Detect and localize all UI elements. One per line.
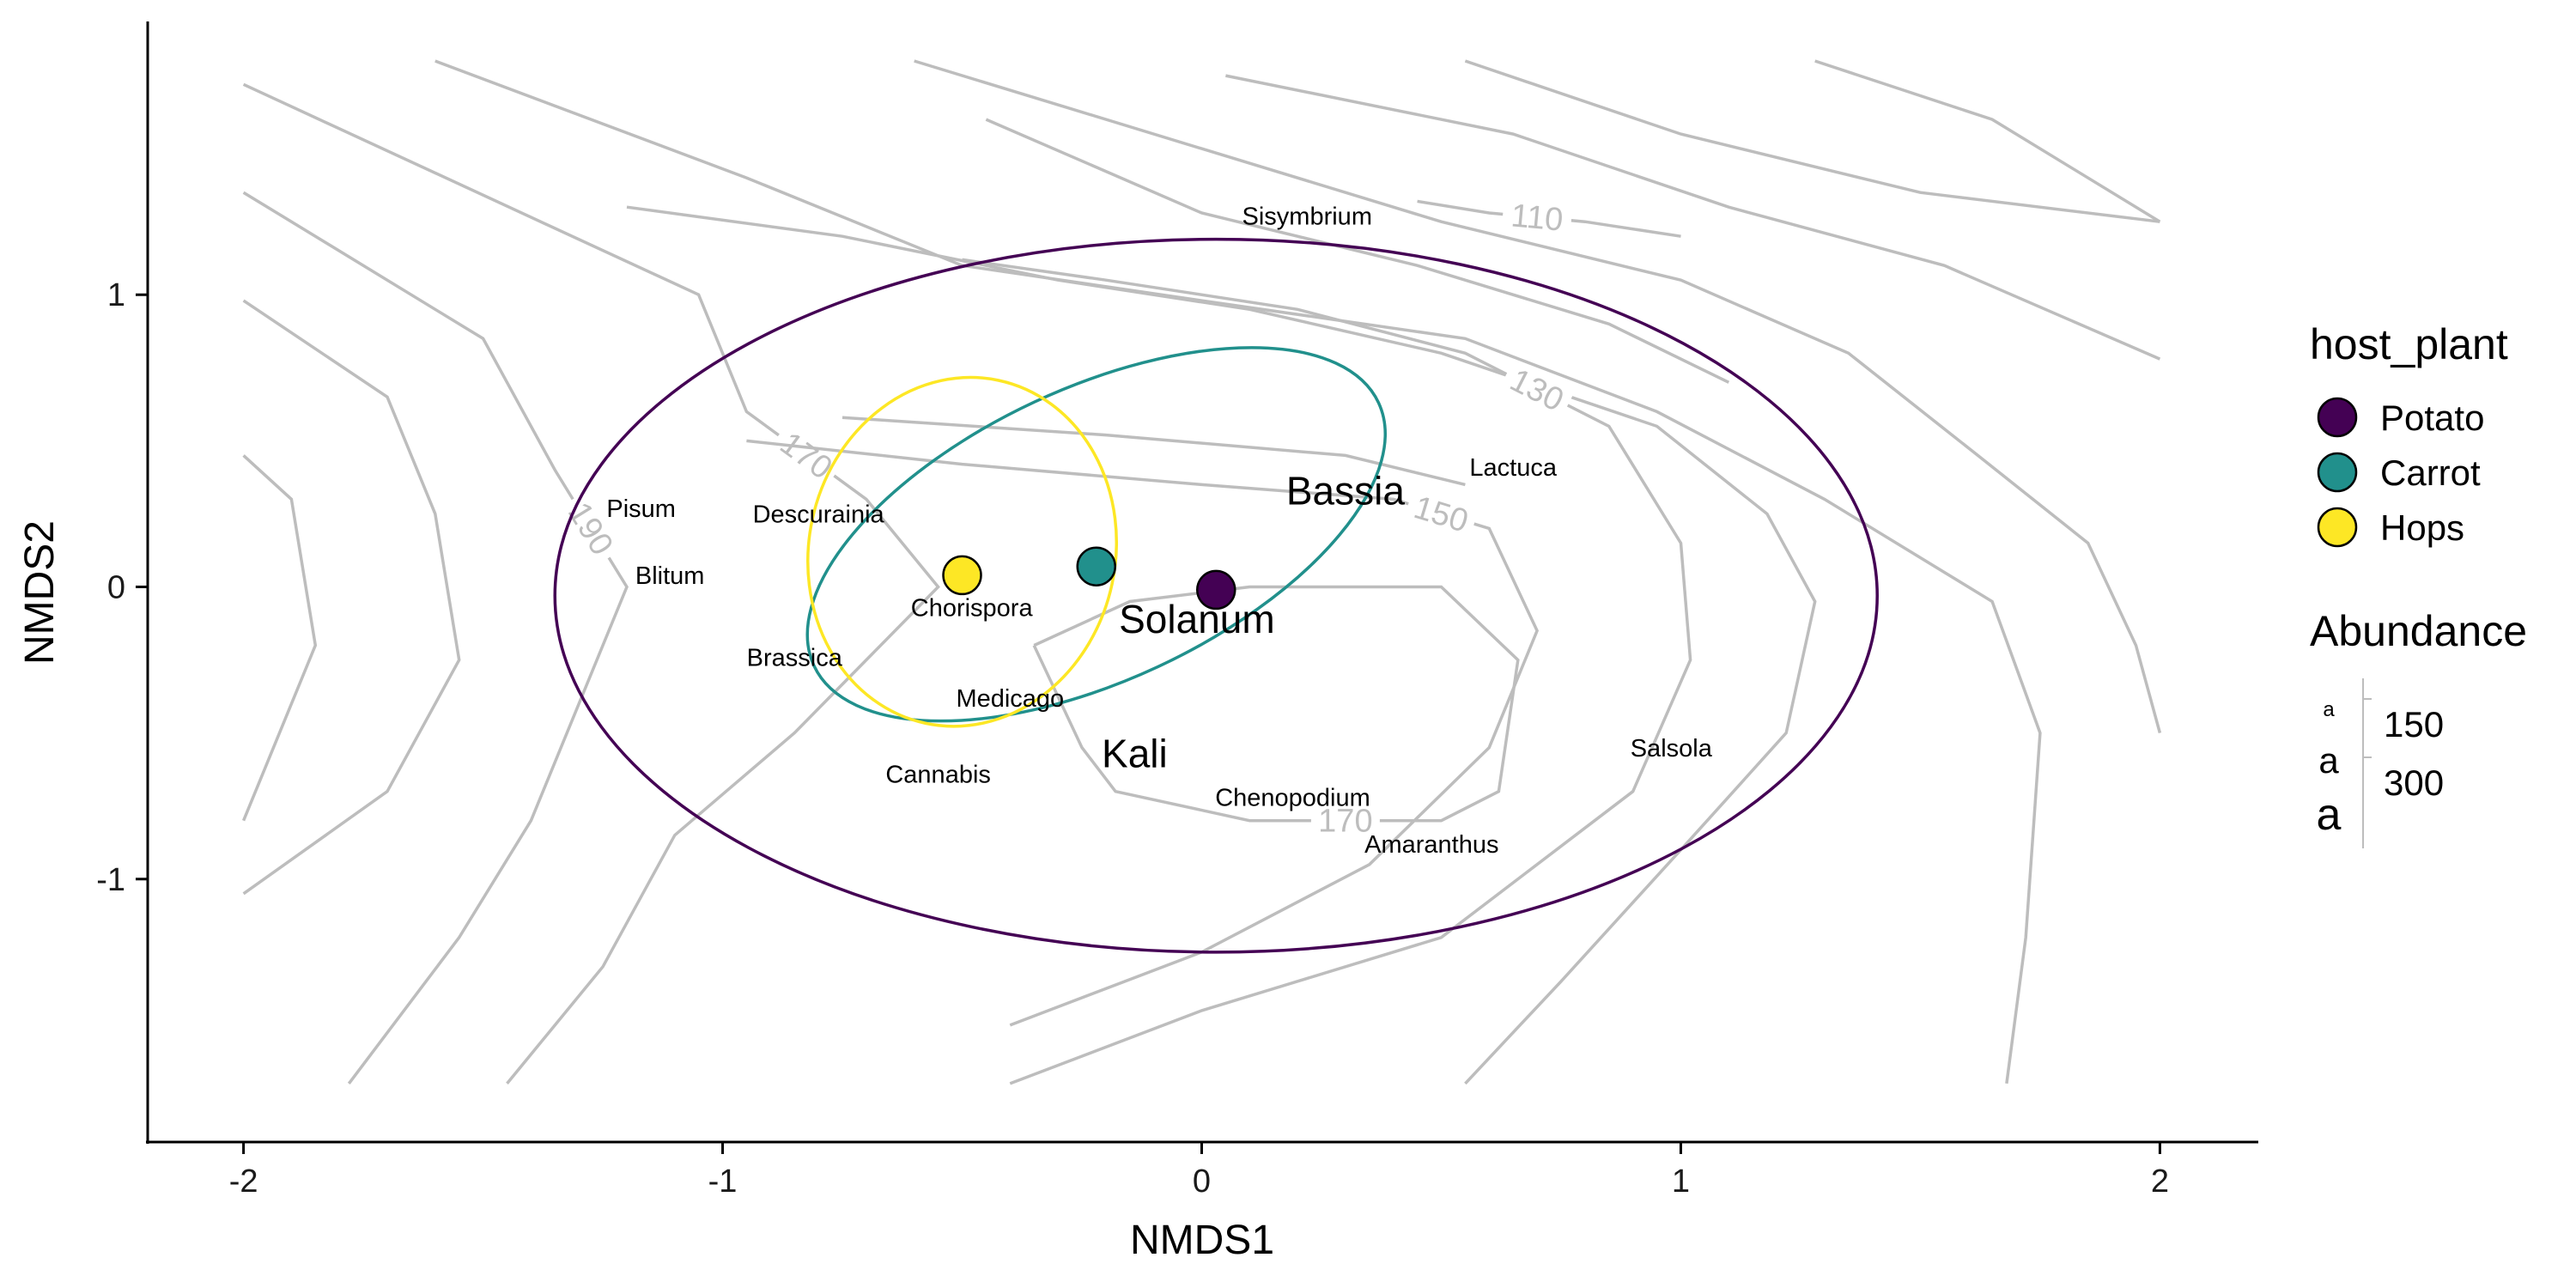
legend-label-hops: Hops xyxy=(2380,507,2464,548)
y-tick-label: -1 xyxy=(96,862,125,898)
contour-line xyxy=(1225,74,2161,361)
x-tick-label: -1 xyxy=(708,1163,738,1200)
ellipse-hops xyxy=(806,375,1119,728)
species-label-sisymbrium: Sisymbrium xyxy=(1242,204,1372,231)
contour-label-background xyxy=(769,421,845,490)
contour-line xyxy=(746,439,1540,1027)
centroid-potato xyxy=(1195,569,1236,611)
contour-line xyxy=(1814,59,2161,223)
x-tick-label: 0 xyxy=(1193,1163,1211,1200)
species-label-descurainia: Descurainia xyxy=(753,501,885,529)
group-ellipses xyxy=(553,237,1879,954)
centroid-carrot xyxy=(1076,546,1116,586)
centroid-hops xyxy=(942,555,982,596)
contour-label-background xyxy=(1310,803,1380,838)
legend-key-potato xyxy=(2317,397,2358,438)
abundance-key-glyph: a xyxy=(2323,698,2335,721)
legend-key-hops xyxy=(2317,507,2358,548)
abundance-level-label: 150 xyxy=(2384,704,2444,744)
contour-label-background xyxy=(1501,197,1573,238)
y-tick-label: 0 xyxy=(107,570,125,606)
legend-title-host-plant: host_plant xyxy=(2310,320,2508,368)
contour-level-label: 150 xyxy=(1410,489,1473,540)
abundance-level-label: 300 xyxy=(2384,762,2444,803)
contour-line xyxy=(985,118,1730,384)
species-label-chenopodium: Chenopodium xyxy=(1215,785,1370,812)
species-label-lactuca: Lactuca xyxy=(1469,454,1557,482)
contour-line xyxy=(914,59,2162,734)
y-axis-title: NMDS2 xyxy=(17,520,63,665)
species-label-blitum: Blitum xyxy=(635,562,705,590)
contour-label-background xyxy=(1403,487,1479,541)
species-label-amaranthus: Amaranthus xyxy=(1364,831,1498,859)
contour-line xyxy=(434,59,2042,1084)
x-tick-label: 1 xyxy=(1672,1163,1690,1200)
ellipse-carrot xyxy=(805,346,1387,723)
species-label-cannabis: Cannabis xyxy=(885,761,991,788)
group-centroids xyxy=(942,546,1236,611)
legend-host-plant-items: Potato Carrot Hops xyxy=(2317,397,2484,548)
contour-line xyxy=(241,454,318,822)
contour-label-background xyxy=(1498,358,1576,421)
species-label-brassica: Brassica xyxy=(747,644,843,671)
ellipse-potato xyxy=(553,237,1879,954)
species-label-salsola: Salsola xyxy=(1631,735,1713,762)
abundance-key-glyph: a xyxy=(2318,740,2339,781)
legend-label-potato: Potato xyxy=(2380,398,2484,438)
abundance-key-glyph: a xyxy=(2317,790,2342,840)
species-label-pisum: Pisum xyxy=(606,495,676,523)
contour-line xyxy=(242,191,629,1084)
contour-level-label: 110 xyxy=(1510,197,1564,238)
species-label-chorispora: Chorispora xyxy=(911,594,1034,622)
species-label-bassia: Bassia xyxy=(1286,468,1405,513)
contour-line xyxy=(962,258,1692,1085)
x-tick-label: 2 xyxy=(2151,1163,2169,1200)
contour-line xyxy=(242,299,461,896)
axes: NMDS1 NMDS2 -2 -1 0 1 2 -1 0 1 xyxy=(17,21,2258,1263)
contour-line xyxy=(841,416,1466,487)
contour-level-label: 170 xyxy=(1318,804,1372,840)
legend-title-abundance: Abundance xyxy=(2310,607,2527,655)
species-label-solanum: Solanum xyxy=(1119,597,1275,641)
x-axis-title: NMDS1 xyxy=(1130,1218,1274,1263)
x-tick-label: -2 xyxy=(229,1163,258,1200)
species-label-kali: Kali xyxy=(1102,732,1168,776)
legend-label-carrot: Carrot xyxy=(2380,453,2481,493)
contour-line xyxy=(626,205,1817,1085)
contour-line xyxy=(1464,59,2160,223)
species-labels: Sisymbrium Lactuca Bassia Pisum Descurainia B… xyxy=(606,204,1712,860)
contour-line xyxy=(242,82,940,1085)
legend-key-carrot xyxy=(2317,452,2358,493)
species-label-medicago: Medicago xyxy=(956,685,1064,713)
y-tick-label: 1 xyxy=(107,277,125,313)
